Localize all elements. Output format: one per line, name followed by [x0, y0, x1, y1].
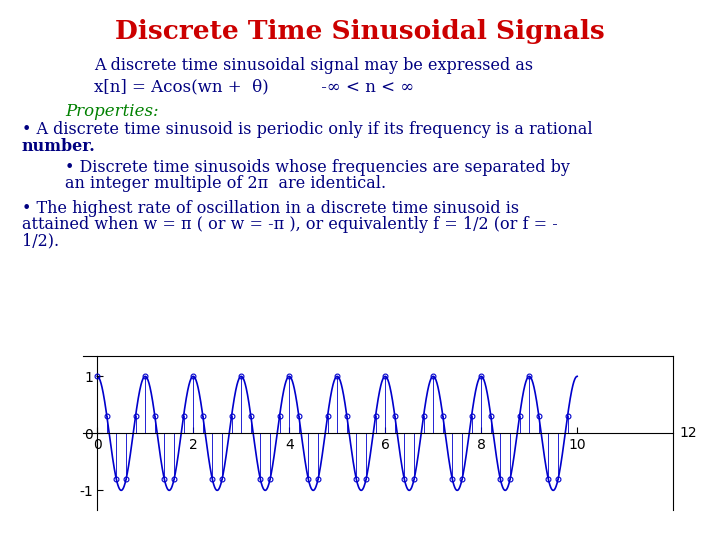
Text: attained when w = π ( or w = -π ), or equivalently f = 1/2 (or f = -: attained when w = π ( or w = -π ), or eq… — [22, 216, 557, 233]
Text: Discrete Time Sinusoidal Signals: Discrete Time Sinusoidal Signals — [115, 19, 605, 44]
Text: 12: 12 — [679, 427, 697, 440]
Text: • Discrete time sinusoids whose frequencies are separated by: • Discrete time sinusoids whose frequenc… — [65, 159, 570, 176]
Text: an integer multiple of 2π  are identical.: an integer multiple of 2π are identical. — [65, 176, 386, 192]
Text: • A discrete time sinusoid is periodic only if its frequency is a rational: • A discrete time sinusoid is periodic o… — [22, 122, 593, 138]
Text: x[n] = Acos(wn +  θ)          -∞ < n < ∞: x[n] = Acos(wn + θ) -∞ < n < ∞ — [94, 78, 414, 95]
Text: • The highest rate of oscillation in a discrete time sinusoid is: • The highest rate of oscillation in a d… — [22, 200, 518, 217]
Text: Properties:: Properties: — [65, 103, 158, 119]
Text: 1/2).: 1/2). — [22, 232, 59, 249]
Text: A discrete time sinusoidal signal may be expressed as: A discrete time sinusoidal signal may be… — [94, 57, 533, 73]
Text: number.: number. — [22, 138, 95, 154]
